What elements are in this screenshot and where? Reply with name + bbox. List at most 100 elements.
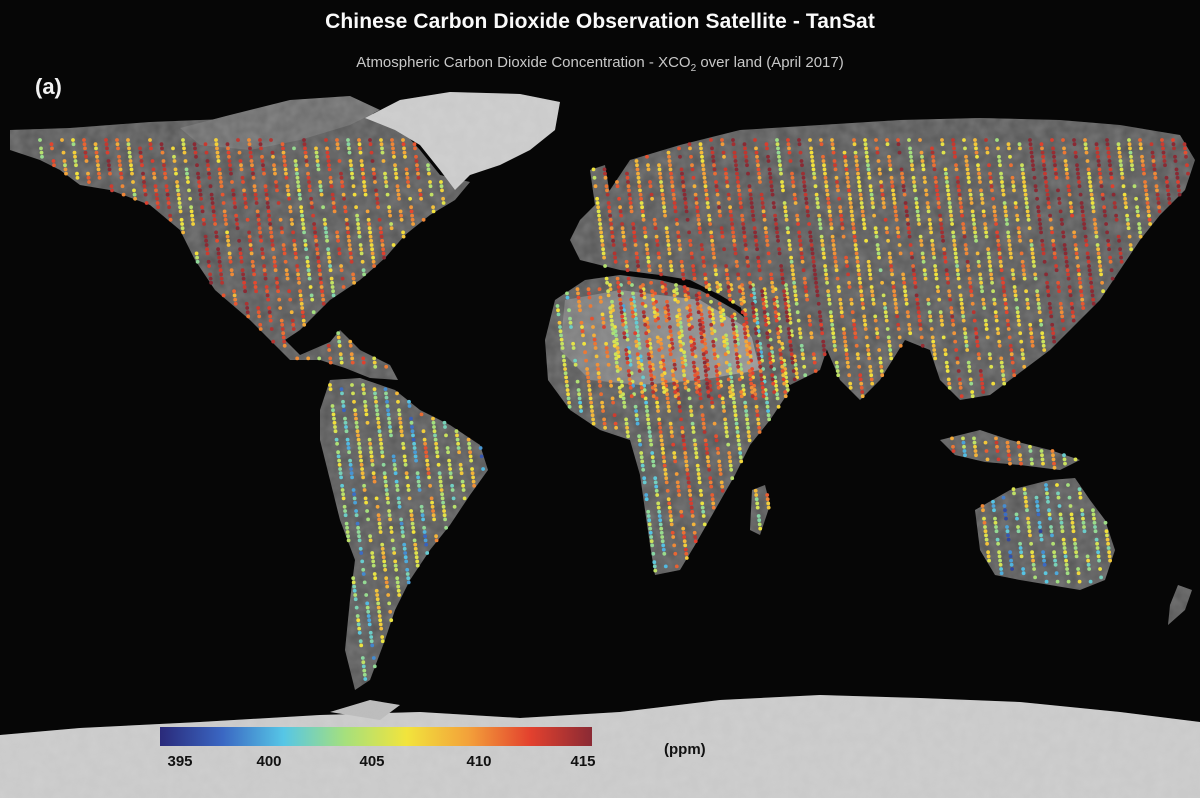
observation-point bbox=[744, 409, 748, 413]
observation-point bbox=[761, 394, 766, 399]
observation-point bbox=[1038, 222, 1042, 226]
observation-point bbox=[604, 276, 609, 281]
observation-point bbox=[335, 230, 339, 235]
observation-point bbox=[852, 138, 856, 142]
observation-point bbox=[817, 310, 822, 315]
observation-point bbox=[734, 167, 739, 172]
observation-point bbox=[787, 150, 792, 155]
observation-point bbox=[273, 264, 277, 268]
observation-point bbox=[931, 154, 935, 159]
observation-point bbox=[1085, 251, 1090, 256]
observation-point bbox=[916, 310, 921, 315]
observation-point bbox=[803, 285, 808, 289]
observation-point bbox=[1097, 259, 1102, 264]
observation-point bbox=[1114, 213, 1118, 218]
observation-point bbox=[162, 163, 166, 168]
observation-point bbox=[822, 163, 826, 168]
observation-point bbox=[717, 394, 722, 399]
observation-point bbox=[694, 381, 699, 386]
observation-point bbox=[793, 362, 798, 367]
observation-point bbox=[724, 425, 728, 430]
observation-point bbox=[648, 364, 653, 369]
observation-point bbox=[268, 222, 272, 226]
observation-point bbox=[958, 385, 963, 390]
observation-point bbox=[587, 388, 592, 392]
observation-point bbox=[297, 192, 302, 197]
observation-point bbox=[1099, 575, 1103, 580]
observation-point bbox=[928, 226, 933, 231]
observation-point bbox=[357, 630, 362, 635]
observation-point bbox=[356, 433, 360, 438]
observation-point bbox=[335, 142, 340, 147]
observation-point bbox=[955, 175, 960, 180]
observation-point bbox=[329, 276, 334, 281]
observation-point bbox=[381, 251, 386, 256]
observation-point bbox=[933, 356, 938, 361]
observation-point bbox=[1141, 163, 1145, 168]
observation-point bbox=[253, 285, 258, 289]
observation-point bbox=[355, 614, 360, 618]
observation-point bbox=[426, 167, 431, 172]
observation-point bbox=[668, 421, 673, 426]
observation-point bbox=[808, 138, 812, 142]
observation-point bbox=[1012, 285, 1017, 289]
observation-point bbox=[1154, 184, 1159, 189]
observation-point bbox=[221, 293, 226, 298]
observation-point bbox=[237, 238, 242, 243]
observation-point bbox=[760, 196, 764, 201]
observation-point bbox=[215, 238, 220, 243]
observation-point bbox=[844, 259, 849, 264]
observation-point bbox=[821, 159, 826, 163]
observation-point bbox=[420, 513, 425, 518]
observation-point bbox=[371, 167, 376, 172]
observation-point bbox=[397, 196, 401, 201]
observation-point bbox=[958, 196, 962, 201]
observation-point bbox=[821, 251, 826, 256]
observation-point bbox=[1052, 251, 1057, 256]
observation-point bbox=[679, 509, 684, 514]
observation-point bbox=[969, 381, 974, 386]
observation-point bbox=[392, 551, 397, 555]
observation-point bbox=[783, 394, 788, 399]
observation-point bbox=[1156, 196, 1160, 201]
observation-point bbox=[104, 138, 108, 142]
observation-point bbox=[344, 521, 349, 526]
observation-point bbox=[201, 217, 206, 222]
observation-point bbox=[369, 238, 373, 243]
observation-point bbox=[973, 230, 977, 235]
observation-point bbox=[776, 238, 780, 243]
observation-point bbox=[1049, 314, 1054, 319]
observation-point bbox=[268, 318, 273, 323]
observation-point bbox=[1118, 251, 1123, 256]
observation-point bbox=[860, 390, 865, 394]
observation-point bbox=[1045, 192, 1050, 197]
observation-point bbox=[444, 525, 448, 530]
observation-point bbox=[1040, 150, 1045, 155]
observation-point bbox=[738, 196, 742, 201]
observation-point bbox=[1031, 562, 1036, 567]
observation-point bbox=[700, 339, 705, 344]
observation-point bbox=[1102, 209, 1107, 214]
observation-point bbox=[685, 306, 690, 310]
observation-point bbox=[707, 467, 712, 472]
observation-point bbox=[109, 184, 114, 189]
observation-point bbox=[1123, 201, 1128, 205]
observation-point bbox=[988, 268, 993, 273]
observation-point bbox=[879, 364, 884, 369]
observation-point bbox=[628, 362, 633, 367]
observation-point bbox=[262, 268, 267, 273]
observation-point bbox=[731, 142, 736, 147]
observation-point bbox=[766, 154, 770, 159]
observation-point bbox=[1053, 558, 1057, 563]
observation-point bbox=[351, 580, 356, 585]
observation-point bbox=[260, 159, 265, 163]
observation-point bbox=[1119, 259, 1124, 264]
observation-point bbox=[345, 530, 350, 534]
observation-point bbox=[603, 264, 607, 268]
observation-point bbox=[361, 664, 366, 669]
observation-point bbox=[1053, 167, 1058, 172]
observation-point bbox=[949, 217, 954, 222]
observation-point bbox=[782, 289, 786, 294]
observation-point bbox=[671, 188, 675, 193]
observation-point bbox=[239, 163, 243, 168]
